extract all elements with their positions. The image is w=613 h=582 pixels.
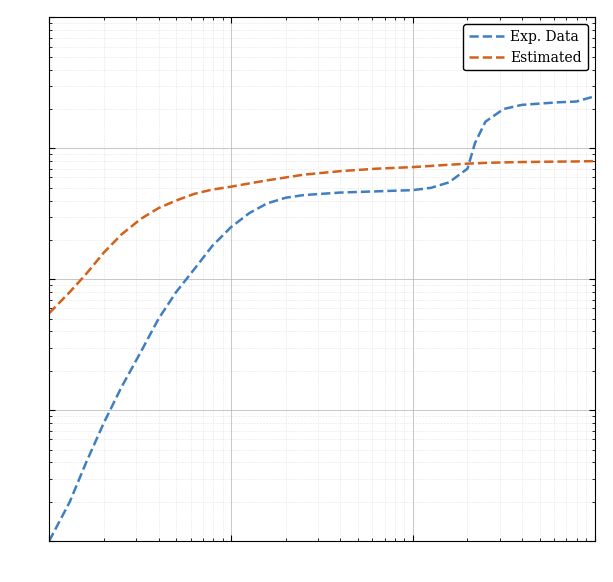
Exp. Data xyxy=(264,200,271,207)
Estimated xyxy=(100,249,107,256)
Estimated xyxy=(373,165,380,172)
Exp. Data xyxy=(482,118,489,125)
Estimated xyxy=(337,168,344,175)
Exp. Data xyxy=(66,498,74,505)
Exp. Data xyxy=(245,210,253,217)
Estimated xyxy=(66,289,74,296)
Estimated xyxy=(591,158,598,165)
Exp. Data xyxy=(155,315,162,322)
Exp. Data xyxy=(191,265,198,272)
Estimated xyxy=(245,180,253,187)
Estimated xyxy=(536,158,544,165)
Estimated xyxy=(208,186,216,193)
Estimated xyxy=(518,158,525,165)
Exp. Data xyxy=(137,348,145,355)
Estimated xyxy=(391,164,398,171)
Exp. Data xyxy=(300,191,307,198)
Line: Exp. Data: Exp. Data xyxy=(49,96,595,541)
Exp. Data xyxy=(471,140,479,147)
Exp. Data xyxy=(427,184,435,191)
Estimated xyxy=(191,190,198,197)
Exp. Data xyxy=(282,194,289,201)
Exp. Data xyxy=(391,187,398,194)
Exp. Data xyxy=(100,420,107,427)
Estimated xyxy=(172,197,180,204)
Line: Estimated: Estimated xyxy=(49,161,595,313)
Exp. Data xyxy=(409,187,416,194)
Estimated xyxy=(445,161,452,168)
Estimated xyxy=(482,159,489,166)
Exp. Data xyxy=(591,93,598,100)
Estimated xyxy=(282,174,289,181)
Exp. Data xyxy=(227,223,235,230)
Exp. Data xyxy=(536,100,544,107)
Estimated xyxy=(83,271,90,278)
Estimated xyxy=(155,205,162,212)
Estimated xyxy=(354,166,362,173)
Exp. Data xyxy=(337,189,344,196)
Exp. Data xyxy=(555,99,562,106)
Exp. Data xyxy=(172,289,180,296)
Estimated xyxy=(264,177,271,184)
Estimated xyxy=(573,158,580,165)
Exp. Data xyxy=(118,384,125,391)
Estimated xyxy=(500,159,508,166)
Exp. Data xyxy=(518,101,525,108)
Estimated xyxy=(464,160,471,167)
Exp. Data xyxy=(500,105,508,112)
Estimated xyxy=(137,215,145,222)
Exp. Data xyxy=(354,189,362,196)
Estimated xyxy=(227,183,235,190)
Exp. Data xyxy=(45,538,53,545)
Exp. Data xyxy=(373,188,380,195)
Estimated xyxy=(409,164,416,171)
Estimated xyxy=(427,162,435,169)
Estimated xyxy=(118,231,125,238)
Estimated xyxy=(300,171,307,178)
Exp. Data xyxy=(83,459,90,466)
Estimated xyxy=(318,169,326,176)
Estimated xyxy=(45,310,53,317)
Exp. Data xyxy=(445,179,452,186)
Exp. Data xyxy=(573,98,580,105)
Estimated xyxy=(555,158,562,165)
Exp. Data xyxy=(208,243,216,250)
Exp. Data xyxy=(318,190,326,197)
Exp. Data xyxy=(464,165,471,172)
Legend: Exp. Data, Estimated: Exp. Data, Estimated xyxy=(463,24,588,70)
